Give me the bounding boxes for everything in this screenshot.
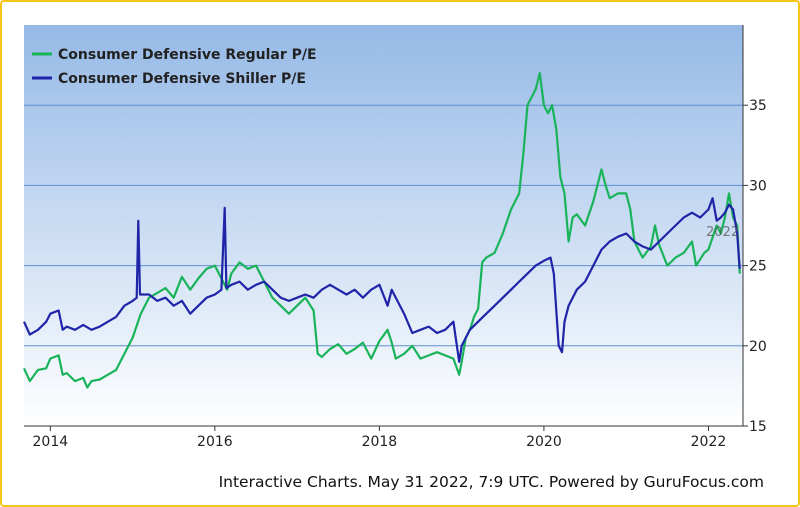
y-tick-label: 25 xyxy=(749,259,767,275)
x-tick-label: 2022 xyxy=(691,434,727,450)
legend-label: Consumer Defensive Shiller P/E xyxy=(58,71,306,87)
x-tick-label: 2018 xyxy=(362,434,398,450)
x-tick-label: 2016 xyxy=(197,434,233,450)
x-tick-label: 2014 xyxy=(33,434,69,450)
plot-area xyxy=(24,25,743,426)
y-tick-label: 15 xyxy=(749,419,767,435)
credit-text: Interactive Charts. May 31 2022, 7:9 UTC… xyxy=(218,473,764,491)
series-line-0 xyxy=(22,72,741,389)
x-tick-label: 2020 xyxy=(526,434,562,450)
series-line-1 xyxy=(22,197,741,363)
y-tick-label: 30 xyxy=(749,178,767,194)
y-tick-label: 20 xyxy=(749,339,767,355)
end-annotation: 2022 xyxy=(706,225,739,240)
y-tick-label: 35 xyxy=(749,98,767,114)
legend-label: Consumer Defensive Regular P/E xyxy=(58,47,317,63)
